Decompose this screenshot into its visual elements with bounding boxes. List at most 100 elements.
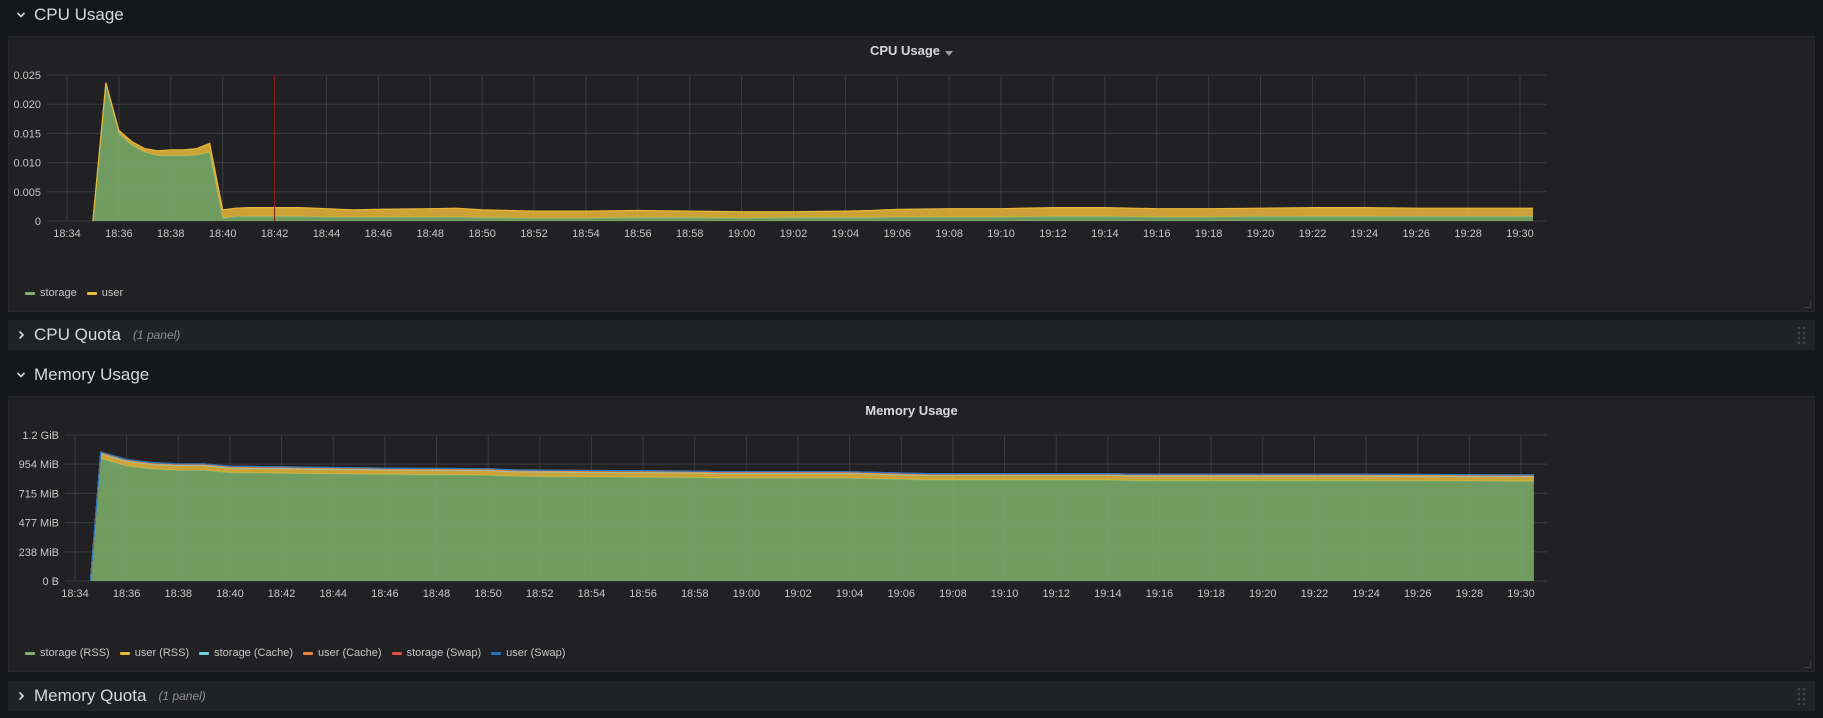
panel-title-text[interactable]: Memory Usage bbox=[865, 403, 958, 418]
x-tick-label: 18:40 bbox=[209, 228, 237, 240]
row-title[interactable]: Memory Usage bbox=[34, 365, 150, 384]
cpu-usage-graph[interactable]: 0 0.005 0.010 0.015 0.020 0.025 18:34 18:36 18:3… bbox=[9, 37, 1816, 313]
x-tick-label: 18:50 bbox=[468, 228, 496, 240]
cpu-usage-panel: CPU Usage 0 0.005 0.010 0.015 0.020 0.025 18:3… bbox=[8, 36, 1815, 312]
legend-item-user-cache[interactable]: user (Cache) bbox=[302, 647, 382, 659]
row-panel-count: (1 panel) bbox=[132, 328, 181, 342]
legend-label: user (Cache) bbox=[317, 647, 382, 659]
legend-item-storage-swap[interactable]: storage (Swap) bbox=[391, 647, 482, 659]
legend-item-storage-cache[interactable]: storage (Cache) bbox=[199, 647, 293, 659]
panel-title-text[interactable]: CPU Usage bbox=[869, 43, 941, 58]
y-tick-label: 0 B bbox=[42, 576, 59, 588]
x-tick-label: 18:48 bbox=[416, 228, 444, 240]
legend-swatch-icon bbox=[25, 651, 35, 655]
row-header-cpu-quota[interactable]: CPU Quota (1 panel) bbox=[8, 320, 1815, 350]
x-tick-label: 18:44 bbox=[313, 228, 341, 240]
y-tick-label: 954 MiB bbox=[19, 459, 59, 471]
caret-down-icon[interactable] bbox=[945, 44, 954, 59]
x-tick-label: 18:48 bbox=[423, 588, 451, 600]
legend-swatch-icon bbox=[25, 291, 35, 295]
x-tick-label: 18:42 bbox=[261, 228, 289, 240]
x-tick-label: 18:36 bbox=[113, 588, 141, 600]
x-tick-label: 19:06 bbox=[884, 228, 912, 240]
x-tick-label: 19:30 bbox=[1507, 588, 1535, 600]
x-tick-label: 19:26 bbox=[1402, 228, 1430, 240]
legend-item-user[interactable]: user bbox=[86, 287, 123, 299]
x-tick-label: 18:58 bbox=[681, 588, 709, 600]
series-line bbox=[92, 82, 1533, 222]
legend-item-storage[interactable]: storage bbox=[25, 287, 77, 299]
legend-label: storage (Swap) bbox=[406, 647, 482, 659]
row-title[interactable]: Memory Quota bbox=[34, 686, 147, 705]
x-tick-label: 18:36 bbox=[105, 228, 133, 240]
x-tick-label: 19:02 bbox=[784, 588, 812, 600]
y-tick-label: 0 bbox=[35, 216, 41, 228]
x-tick-label: 19:10 bbox=[991, 588, 1019, 600]
x-tick-label: 18:54 bbox=[572, 228, 600, 240]
chevron-right-icon[interactable] bbox=[14, 328, 28, 342]
x-tick-label: 19:20 bbox=[1249, 588, 1277, 600]
legend-swatch-icon bbox=[391, 651, 402, 655]
series-area bbox=[90, 458, 1534, 581]
x-tick-label: 19:14 bbox=[1094, 588, 1122, 600]
x-tick-label: 18:52 bbox=[520, 228, 548, 240]
drag-handle-icon[interactable] bbox=[1797, 686, 1807, 706]
x-tick-label: 18:46 bbox=[371, 588, 399, 600]
legend-label: storage bbox=[40, 287, 77, 299]
x-tick-label: 18:50 bbox=[474, 588, 502, 600]
x-tick-label: 19:22 bbox=[1301, 588, 1329, 600]
row-header-memory-usage[interactable]: Memory Usage bbox=[0, 360, 1823, 390]
legend-label: user (Swap) bbox=[506, 647, 566, 659]
panel-title[interactable]: CPU Usage bbox=[9, 43, 1814, 59]
x-tick-label: 18:56 bbox=[629, 588, 657, 600]
x-tick-label: 19:28 bbox=[1454, 228, 1482, 240]
legend-item-user-rss[interactable]: user (RSS) bbox=[119, 647, 190, 659]
x-tick-label: 19:00 bbox=[733, 588, 761, 600]
x-tick-label: 19:06 bbox=[888, 588, 916, 600]
x-tick-label: 19:12 bbox=[1042, 588, 1070, 600]
memory-usage-graph[interactable]: 0 B 238 MiB 477 MiB 715 MiB 954 MiB 1.2 GiB 18… bbox=[9, 397, 1816, 673]
x-tick-label: 19:24 bbox=[1352, 588, 1380, 600]
resize-handle-icon[interactable] bbox=[1804, 661, 1811, 668]
chevron-down-icon[interactable] bbox=[14, 368, 28, 382]
x-tick-label: 18:42 bbox=[268, 588, 296, 600]
row-title[interactable]: CPU Usage bbox=[34, 5, 124, 24]
row-header-cpu-usage[interactable]: CPU Usage bbox=[0, 0, 1823, 30]
x-tick-label: 19:00 bbox=[728, 228, 756, 240]
legend-label: storage (RSS) bbox=[40, 647, 110, 659]
x-tick-label: 19:10 bbox=[987, 228, 1015, 240]
x-tick-label: 19:18 bbox=[1197, 588, 1225, 600]
x-tick-label: 19:18 bbox=[1195, 228, 1223, 240]
x-tick-label: 19:22 bbox=[1299, 228, 1327, 240]
legend-item-storage-rss[interactable]: storage (RSS) bbox=[25, 647, 110, 659]
x-tick-label: 19:14 bbox=[1091, 228, 1119, 240]
x-tick-label: 19:04 bbox=[832, 228, 860, 240]
x-tick-label: 19:02 bbox=[780, 228, 808, 240]
x-tick-label: 19:12 bbox=[1039, 228, 1067, 240]
series-area bbox=[92, 82, 1533, 221]
y-tick-label: 477 MiB bbox=[19, 518, 59, 530]
memory-legend: storage (RSS) user (RSS) storage (Cache)… bbox=[25, 647, 565, 659]
x-tick-label: 19:08 bbox=[939, 588, 967, 600]
row-header-memory-quota[interactable]: Memory Quota (1 panel) bbox=[8, 681, 1815, 711]
y-tick-label: 238 MiB bbox=[19, 547, 59, 559]
x-tick-label: 18:54 bbox=[578, 588, 606, 600]
chevron-right-icon[interactable] bbox=[14, 689, 28, 703]
chevron-down-icon[interactable] bbox=[14, 8, 28, 22]
y-tick-label: 0.025 bbox=[13, 70, 41, 82]
x-tick-label: 19:26 bbox=[1404, 588, 1432, 600]
x-tick-label: 18:56 bbox=[624, 228, 652, 240]
x-tick-label: 19:30 bbox=[1506, 228, 1534, 240]
x-tick-label: 18:40 bbox=[216, 588, 244, 600]
x-tick-label: 19:28 bbox=[1456, 588, 1484, 600]
legend-label: storage (Cache) bbox=[214, 647, 293, 659]
drag-handle-icon[interactable] bbox=[1797, 325, 1807, 345]
legend-item-user-swap[interactable]: user (Swap) bbox=[491, 647, 565, 659]
row-panel-count: (1 panel) bbox=[158, 689, 206, 703]
legend-swatch-icon bbox=[302, 651, 313, 655]
row-title[interactable]: CPU Quota bbox=[34, 325, 121, 344]
x-tick-label: 19:16 bbox=[1146, 588, 1174, 600]
legend-label: user (RSS) bbox=[134, 647, 190, 659]
panel-title[interactable]: Memory Usage bbox=[9, 403, 1814, 418]
resize-handle-icon[interactable] bbox=[1804, 301, 1811, 308]
